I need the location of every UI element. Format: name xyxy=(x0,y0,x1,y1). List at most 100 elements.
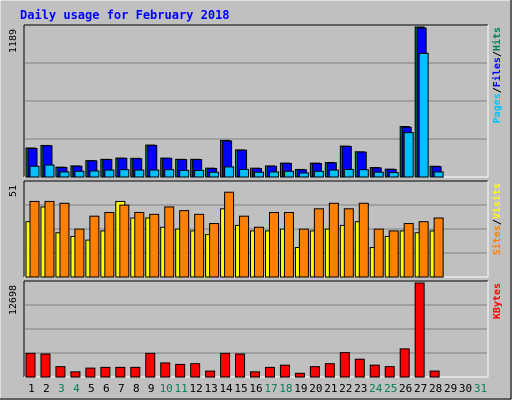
bar-pages-day-28 xyxy=(433,171,444,178)
y-axis-title: Pages/Files/Hits xyxy=(491,27,503,123)
bar-pages-day-25 xyxy=(388,172,399,178)
x-label-day-27: 27 xyxy=(414,382,427,395)
bar-kbytes-day-28 xyxy=(429,370,440,378)
x-label-day-23: 23 xyxy=(354,382,367,395)
x-label-day-3: 3 xyxy=(58,382,65,395)
bar-sites-day-22 xyxy=(343,208,354,278)
bar-sites-day-15 xyxy=(239,215,250,278)
x-label-day-16: 16 xyxy=(249,382,262,395)
x-label-day-8: 8 xyxy=(133,382,140,395)
bar-sites-day-10 xyxy=(164,206,175,278)
bar-pages-day-24 xyxy=(373,171,384,178)
x-label-day-13: 13 xyxy=(204,382,217,395)
bar-kbytes-day-16 xyxy=(250,371,261,378)
x-label-day-15: 15 xyxy=(234,382,247,395)
bar-pages-day-2 xyxy=(44,164,55,178)
bar-kbytes-day-19 xyxy=(294,372,305,378)
y-axis-title-hits: Hits xyxy=(491,27,503,51)
bar-sites-day-17 xyxy=(268,211,279,278)
x-label-day-18: 18 xyxy=(279,382,292,395)
x-label-day-30: 30 xyxy=(459,382,472,395)
bar-sites-day-27 xyxy=(418,221,429,278)
bar-sites-day-4 xyxy=(74,228,85,278)
bar-kbytes-day-24 xyxy=(369,364,380,378)
bar-kbytes-day-4 xyxy=(70,371,81,378)
bar-kbytes-day-20 xyxy=(309,366,320,378)
bar-pages-day-12 xyxy=(194,169,205,178)
bar-sites-day-18 xyxy=(283,211,294,278)
x-label-day-7: 7 xyxy=(118,382,125,395)
bar-kbytes-day-8 xyxy=(130,366,141,378)
bar-sites-day-3 xyxy=(59,202,70,278)
y-axis-title: KBytes xyxy=(492,283,503,319)
x-label-day-21: 21 xyxy=(324,382,337,395)
bar-pages-day-17 xyxy=(268,171,279,178)
bar-kbytes-day-11 xyxy=(175,363,186,378)
bar-kbytes-day-22 xyxy=(339,352,350,378)
bar-kbytes-day-9 xyxy=(145,352,156,378)
bar-pages-day-6 xyxy=(104,169,115,178)
bar-sites-day-5 xyxy=(89,215,100,278)
y-axis-title: Sites/Visits xyxy=(491,183,503,255)
panel-visits-sites: 51 Sites/Visits xyxy=(8,180,503,278)
bar-sites-day-28 xyxy=(433,217,444,278)
bar-kbytes-day-13 xyxy=(205,370,216,378)
bar-sites-day-9 xyxy=(149,213,160,278)
bar-kbytes-day-26 xyxy=(399,348,410,378)
x-label-day-26: 26 xyxy=(399,382,412,395)
bar-kbytes-day-27 xyxy=(414,282,425,378)
y-axis-title-separator: / xyxy=(492,219,503,225)
y-axis-title-files: Files xyxy=(491,57,503,87)
x-label-day-1: 1 xyxy=(28,382,35,395)
bar-kbytes-day-2 xyxy=(40,353,51,378)
bar-pages-day-13 xyxy=(209,171,220,178)
bar-sites-day-26 xyxy=(403,223,414,278)
bar-sites-day-12 xyxy=(194,213,205,278)
y-max-label: 12698 xyxy=(8,285,19,315)
panel-kbytes: 12698 KBytes xyxy=(8,280,503,378)
bars xyxy=(25,26,444,178)
bar-pages-day-10 xyxy=(164,169,175,178)
y-axis-title-visits: Visits xyxy=(491,183,503,219)
x-label-day-6: 6 xyxy=(103,382,110,395)
bar-sites-day-2 xyxy=(44,200,55,278)
bar-kbytes-day-18 xyxy=(279,364,290,378)
x-label-day-24: 24 xyxy=(369,382,383,395)
bar-kbytes-day-1 xyxy=(25,352,36,378)
bar-pages-day-21 xyxy=(328,169,339,178)
bar-sites-day-20 xyxy=(313,208,324,278)
bar-kbytes-day-21 xyxy=(324,363,335,378)
chart-title: Daily usage for February 2018 xyxy=(20,8,230,22)
y-axis-title-pages: Pages xyxy=(492,93,503,123)
x-label-day-20: 20 xyxy=(309,382,322,395)
x-label-day-17: 17 xyxy=(264,382,277,395)
bar-sites-day-16 xyxy=(254,226,265,278)
bar-kbytes-day-12 xyxy=(190,363,201,378)
bar-kbytes-day-6 xyxy=(100,366,111,378)
bar-pages-day-14 xyxy=(224,166,235,178)
bar-pages-day-3 xyxy=(59,171,70,178)
bar-pages-day-7 xyxy=(119,169,130,178)
y-axis-title-separator: / xyxy=(492,51,503,57)
x-label-day-9: 9 xyxy=(148,382,155,395)
x-label-day-22: 22 xyxy=(339,382,352,395)
bar-kbytes-day-5 xyxy=(85,367,96,378)
bar-pages-day-16 xyxy=(254,171,265,178)
bar-pages-day-15 xyxy=(239,168,250,178)
bar-pages-day-27 xyxy=(418,52,429,178)
bar-pages-day-5 xyxy=(89,170,100,178)
bar-pages-day-20 xyxy=(313,170,324,178)
bar-kbytes-day-7 xyxy=(115,366,126,378)
y-max-label: 51 xyxy=(8,185,19,197)
x-label-day-19: 19 xyxy=(294,382,307,395)
bar-kbytes-day-25 xyxy=(384,366,395,378)
bars xyxy=(25,282,440,378)
x-label-day-12: 12 xyxy=(190,382,203,395)
x-label-day-5: 5 xyxy=(88,382,95,395)
bar-pages-day-18 xyxy=(283,170,294,178)
bar-sites-day-19 xyxy=(298,228,309,278)
y-max-label: 1189 xyxy=(8,29,19,53)
bar-sites-day-24 xyxy=(373,228,384,278)
bar-pages-day-23 xyxy=(358,169,369,178)
